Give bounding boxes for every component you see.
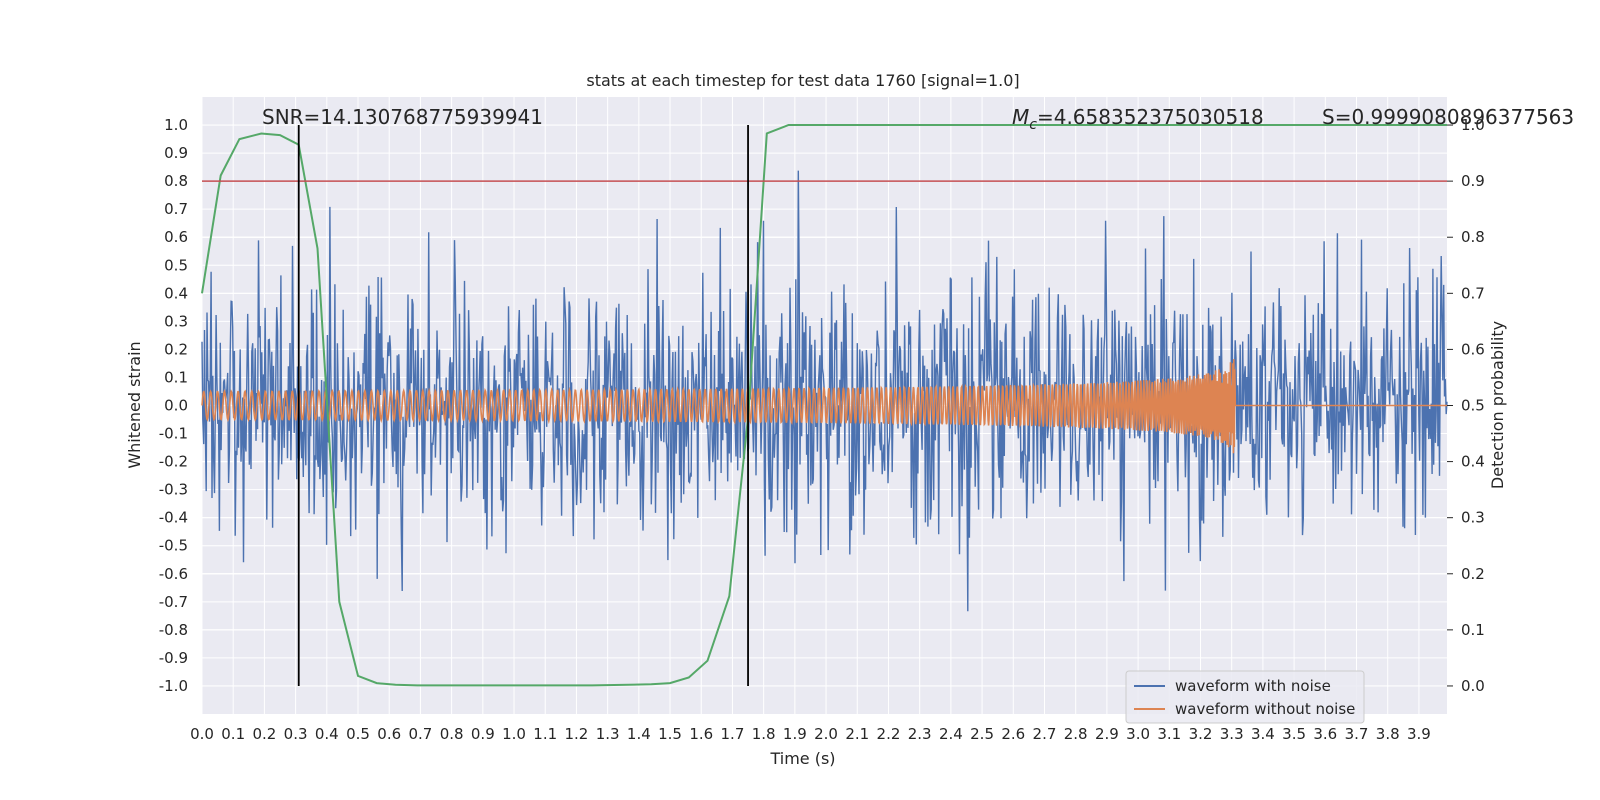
- y-tick-label: -1.0: [159, 677, 188, 695]
- chart-title: stats at each timestep for test data 176…: [586, 71, 1019, 90]
- x-tick-label: 2.8: [1064, 725, 1088, 743]
- x-tick-label: 3.0: [1126, 725, 1150, 743]
- x-tick-label: 1.2: [565, 725, 589, 743]
- x-tick-label: 0.0: [190, 725, 214, 743]
- y-tick-label: 0.2: [164, 340, 188, 358]
- x-tick-label: 1.9: [783, 725, 807, 743]
- x-tick-label: 1.7: [721, 725, 745, 743]
- x-tick-label: 1.1: [533, 725, 557, 743]
- x-tick-label: 2.4: [939, 725, 963, 743]
- x-tick-label: 0.1: [221, 725, 245, 743]
- x-tick-label: 3.6: [1313, 725, 1337, 743]
- y-tick-label: 0.1: [164, 368, 188, 386]
- y-tick-label: -0.5: [159, 537, 188, 555]
- x-tick-label: 2.0: [814, 725, 838, 743]
- chirp-mass-annotation: Mc=4.658352375030518: [1012, 105, 1264, 133]
- chirp-series: [201, 359, 1447, 454]
- x-tick-label: 0.2: [252, 725, 276, 743]
- x-tick-label: 3.7: [1345, 725, 1369, 743]
- x-tick-label: 1.4: [627, 725, 651, 743]
- x-tick-label: 1.8: [752, 725, 776, 743]
- probability-line: [201, 124, 1447, 687]
- x-tick-label: 1.5: [658, 725, 682, 743]
- x-tick-label: 0.4: [315, 725, 339, 743]
- chirp-mass-symbol: M: [1012, 105, 1029, 129]
- y-tick-label: -0.9: [159, 649, 188, 667]
- y-tick-label: -0.2: [159, 453, 188, 471]
- y-tick-label: 0.4: [164, 284, 188, 302]
- x-tick-label: 2.6: [1001, 725, 1025, 743]
- y-tick-label: 1.0: [164, 116, 188, 134]
- y-right-tick-label: 0.6: [1461, 340, 1485, 358]
- x-tick-label: 0.3: [284, 725, 308, 743]
- legend-label-noise: waveform with noise: [1175, 677, 1331, 695]
- y-tick-label: -0.1: [159, 425, 188, 443]
- overlay-lines: [202, 125, 1447, 686]
- y-right-tick-label: 0.3: [1461, 509, 1485, 527]
- y-right-tick-label: 1.0: [1461, 116, 1485, 134]
- y-right-tick-label: 0.2: [1461, 565, 1485, 583]
- x-axis-ticks: 0.0 0.1 0.2 0.3 0.4 0.5 0.6 0.7 0.8 0.9 1.0 1.1 1.2 1…: [190, 725, 1431, 743]
- y-axis-right-label: Detection probability: [1488, 321, 1507, 489]
- y-axis-left-ticks: 1.0 0.9 0.8 0.7 0.6 0.5 0.4 0.3 0.2 0.1 0.0 -0.1 -0.…: [159, 116, 188, 695]
- x-tick-label: 2.2: [877, 725, 901, 743]
- y-axis-right-ticks: 1.0 0.9 0.8 0.7 0.6 0.5 0.4 0.3 0.2 0.1 0.0: [1447, 116, 1485, 695]
- y-right-tick-label: 0.4: [1461, 453, 1485, 471]
- legend-box: [1125, 670, 1365, 724]
- y-tick-label: -0.8: [159, 621, 188, 639]
- y-tick-label: -0.3: [159, 481, 188, 499]
- y-tick-label: 0.9: [164, 144, 188, 162]
- chirp-mass-subscript: c: [1029, 117, 1037, 133]
- y-right-tick-label: 0.1: [1461, 621, 1485, 639]
- y-tick-label: -0.7: [159, 593, 188, 611]
- x-tick-label: 0.8: [440, 725, 464, 743]
- x-tick-label: 3.4: [1251, 725, 1275, 743]
- y-right-tick-label: 0.8: [1461, 228, 1485, 246]
- x-tick-label: 1.3: [596, 725, 620, 743]
- chirp-mass-value: =4.658352375030518: [1037, 105, 1264, 129]
- y-tick-label: 0.6: [164, 228, 188, 246]
- x-tick-label: 2.5: [970, 725, 994, 743]
- y-tick-label: 0.5: [164, 256, 188, 274]
- x-tick-label: 1.0: [502, 725, 526, 743]
- y-tick-label: -0.6: [159, 565, 188, 583]
- score-annotation: S=0.9999080896377563: [1322, 105, 1574, 129]
- x-tick-label: 2.1: [845, 725, 869, 743]
- x-tick-label: 3.5: [1282, 725, 1306, 743]
- x-tick-label: 0.9: [471, 725, 495, 743]
- y-right-tick-label: 0.7: [1461, 284, 1485, 302]
- y-axis-label: Whitened strain: [125, 341, 144, 468]
- x-tick-label: 0.6: [377, 725, 401, 743]
- x-axis-label: Time (s): [769, 749, 835, 768]
- x-tick-label: 2.7: [1033, 725, 1057, 743]
- y-tick-label: -0.4: [159, 509, 188, 527]
- y-tick-label: 0.8: [164, 172, 188, 190]
- probability-series: [201, 124, 1447, 687]
- x-tick-label: 3.3: [1220, 725, 1244, 743]
- x-tick-label: 3.1: [1157, 725, 1181, 743]
- x-tick-label: 3.2: [1189, 725, 1213, 743]
- y-tick-label: 0.3: [164, 312, 188, 330]
- y-right-tick-label: 0.9: [1461, 172, 1485, 190]
- y-right-tick-label: 0.5: [1461, 397, 1485, 415]
- y-right-tick-label: 0.0: [1461, 677, 1485, 695]
- x-tick-label: 3.8: [1376, 725, 1400, 743]
- snr-annotation: SNR=14.130768775939941: [262, 105, 543, 129]
- x-tick-label: 2.3: [908, 725, 932, 743]
- clean-waveform-line: [201, 359, 1447, 454]
- x-tick-label: 3.9: [1407, 725, 1431, 743]
- x-tick-label: 0.7: [408, 725, 432, 743]
- legend-label-clean: waveform without noise: [1175, 700, 1355, 718]
- y-tick-label: 0.7: [164, 200, 188, 218]
- y-tick-label: 0.0: [164, 397, 188, 415]
- x-tick-label: 1.6: [689, 725, 713, 743]
- x-tick-label: 2.9: [1095, 725, 1119, 743]
- x-tick-label: 0.5: [346, 725, 370, 743]
- legend: waveform with noise waveform without noi…: [1125, 670, 1365, 724]
